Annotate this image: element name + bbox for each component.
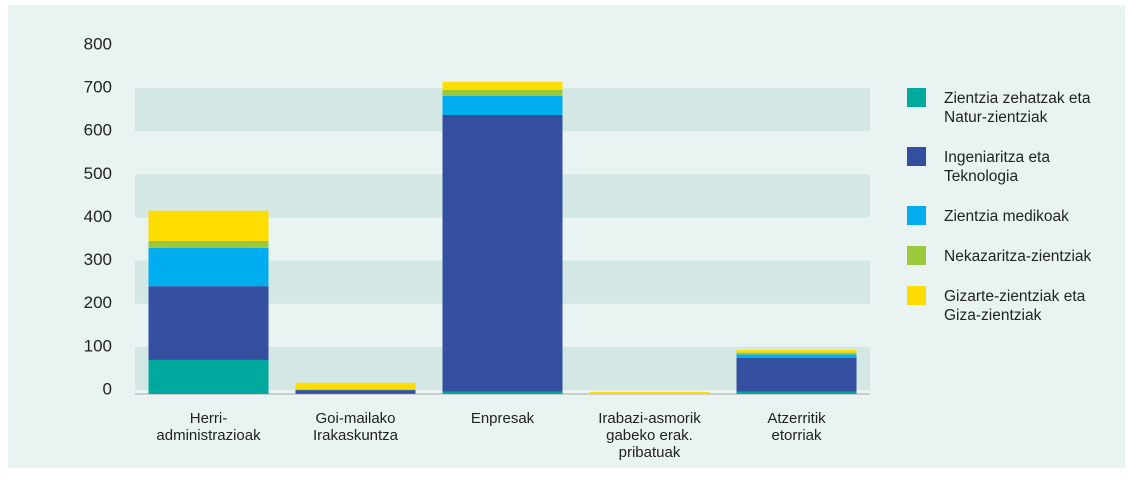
y-tick-label: 100 [84,336,112,355]
bar-segment [148,240,269,248]
legend-swatch [907,246,926,265]
legend-swatch [907,286,926,305]
y-tick-label: 800 [84,34,112,53]
y-tick-label: 600 [84,121,112,140]
x-tick-label: Irabazi-asmorik gabeko erak. pribatuak [598,410,701,461]
bar-segment [148,210,269,241]
bar-segment [148,247,269,287]
y-tick-label: 0 [103,379,112,398]
y-tick-label: 400 [84,207,112,226]
bar-segment [442,114,563,392]
legend-label: Gizarte-zientziak eta Giza-zientziak [944,288,1086,324]
bar-segment [736,350,857,353]
bar-segment [736,357,857,392]
legend-swatch [907,88,926,107]
legend-label: Nekazaritza-zientziak [944,248,1092,265]
bar-segment [148,286,269,360]
y-tick-label: 500 [84,164,112,183]
bar-segment [442,81,563,90]
bar-segment [442,96,563,115]
bar-segment [442,89,563,97]
x-tick-label: Atzerritik etorriak [767,410,826,444]
legend-swatch [907,206,926,225]
x-tick-label: Herri- administrazioak [156,410,261,444]
x-tick-label: Goi-mailako Irakaskuntza [312,410,399,444]
y-tick-label: 700 [84,78,112,97]
bar-segment [736,354,857,358]
bar-segment [442,391,563,394]
legend-label: Zientzia zehatzak eta Natur-zientziak [944,90,1091,126]
y-tick-label: 300 [84,250,112,269]
bar-segment [148,359,269,394]
bar-segment [589,391,710,394]
bar-segment [295,382,416,390]
x-tick-label: Enpresak [470,410,535,427]
legend-swatch [907,147,926,166]
bar-segment [295,390,416,394]
bar-segment [736,352,857,355]
legend-label: Ingeniaritza eta Teknologia [944,149,1050,185]
legend-label: Zientzia medikoak [944,208,1069,225]
bar-segment [736,391,857,394]
y-tick-label: 200 [84,293,112,312]
